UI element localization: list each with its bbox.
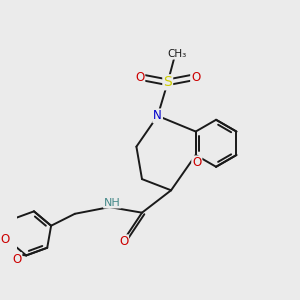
Text: O: O [1, 233, 10, 246]
Text: O: O [135, 71, 144, 84]
Text: O: O [191, 71, 200, 84]
Text: O: O [12, 253, 21, 266]
Text: N: N [153, 110, 162, 122]
Text: S: S [164, 75, 172, 89]
Text: O: O [192, 156, 202, 170]
Text: NH: NH [104, 198, 121, 208]
Text: CH₃: CH₃ [168, 49, 187, 59]
Text: O: O [119, 235, 128, 248]
